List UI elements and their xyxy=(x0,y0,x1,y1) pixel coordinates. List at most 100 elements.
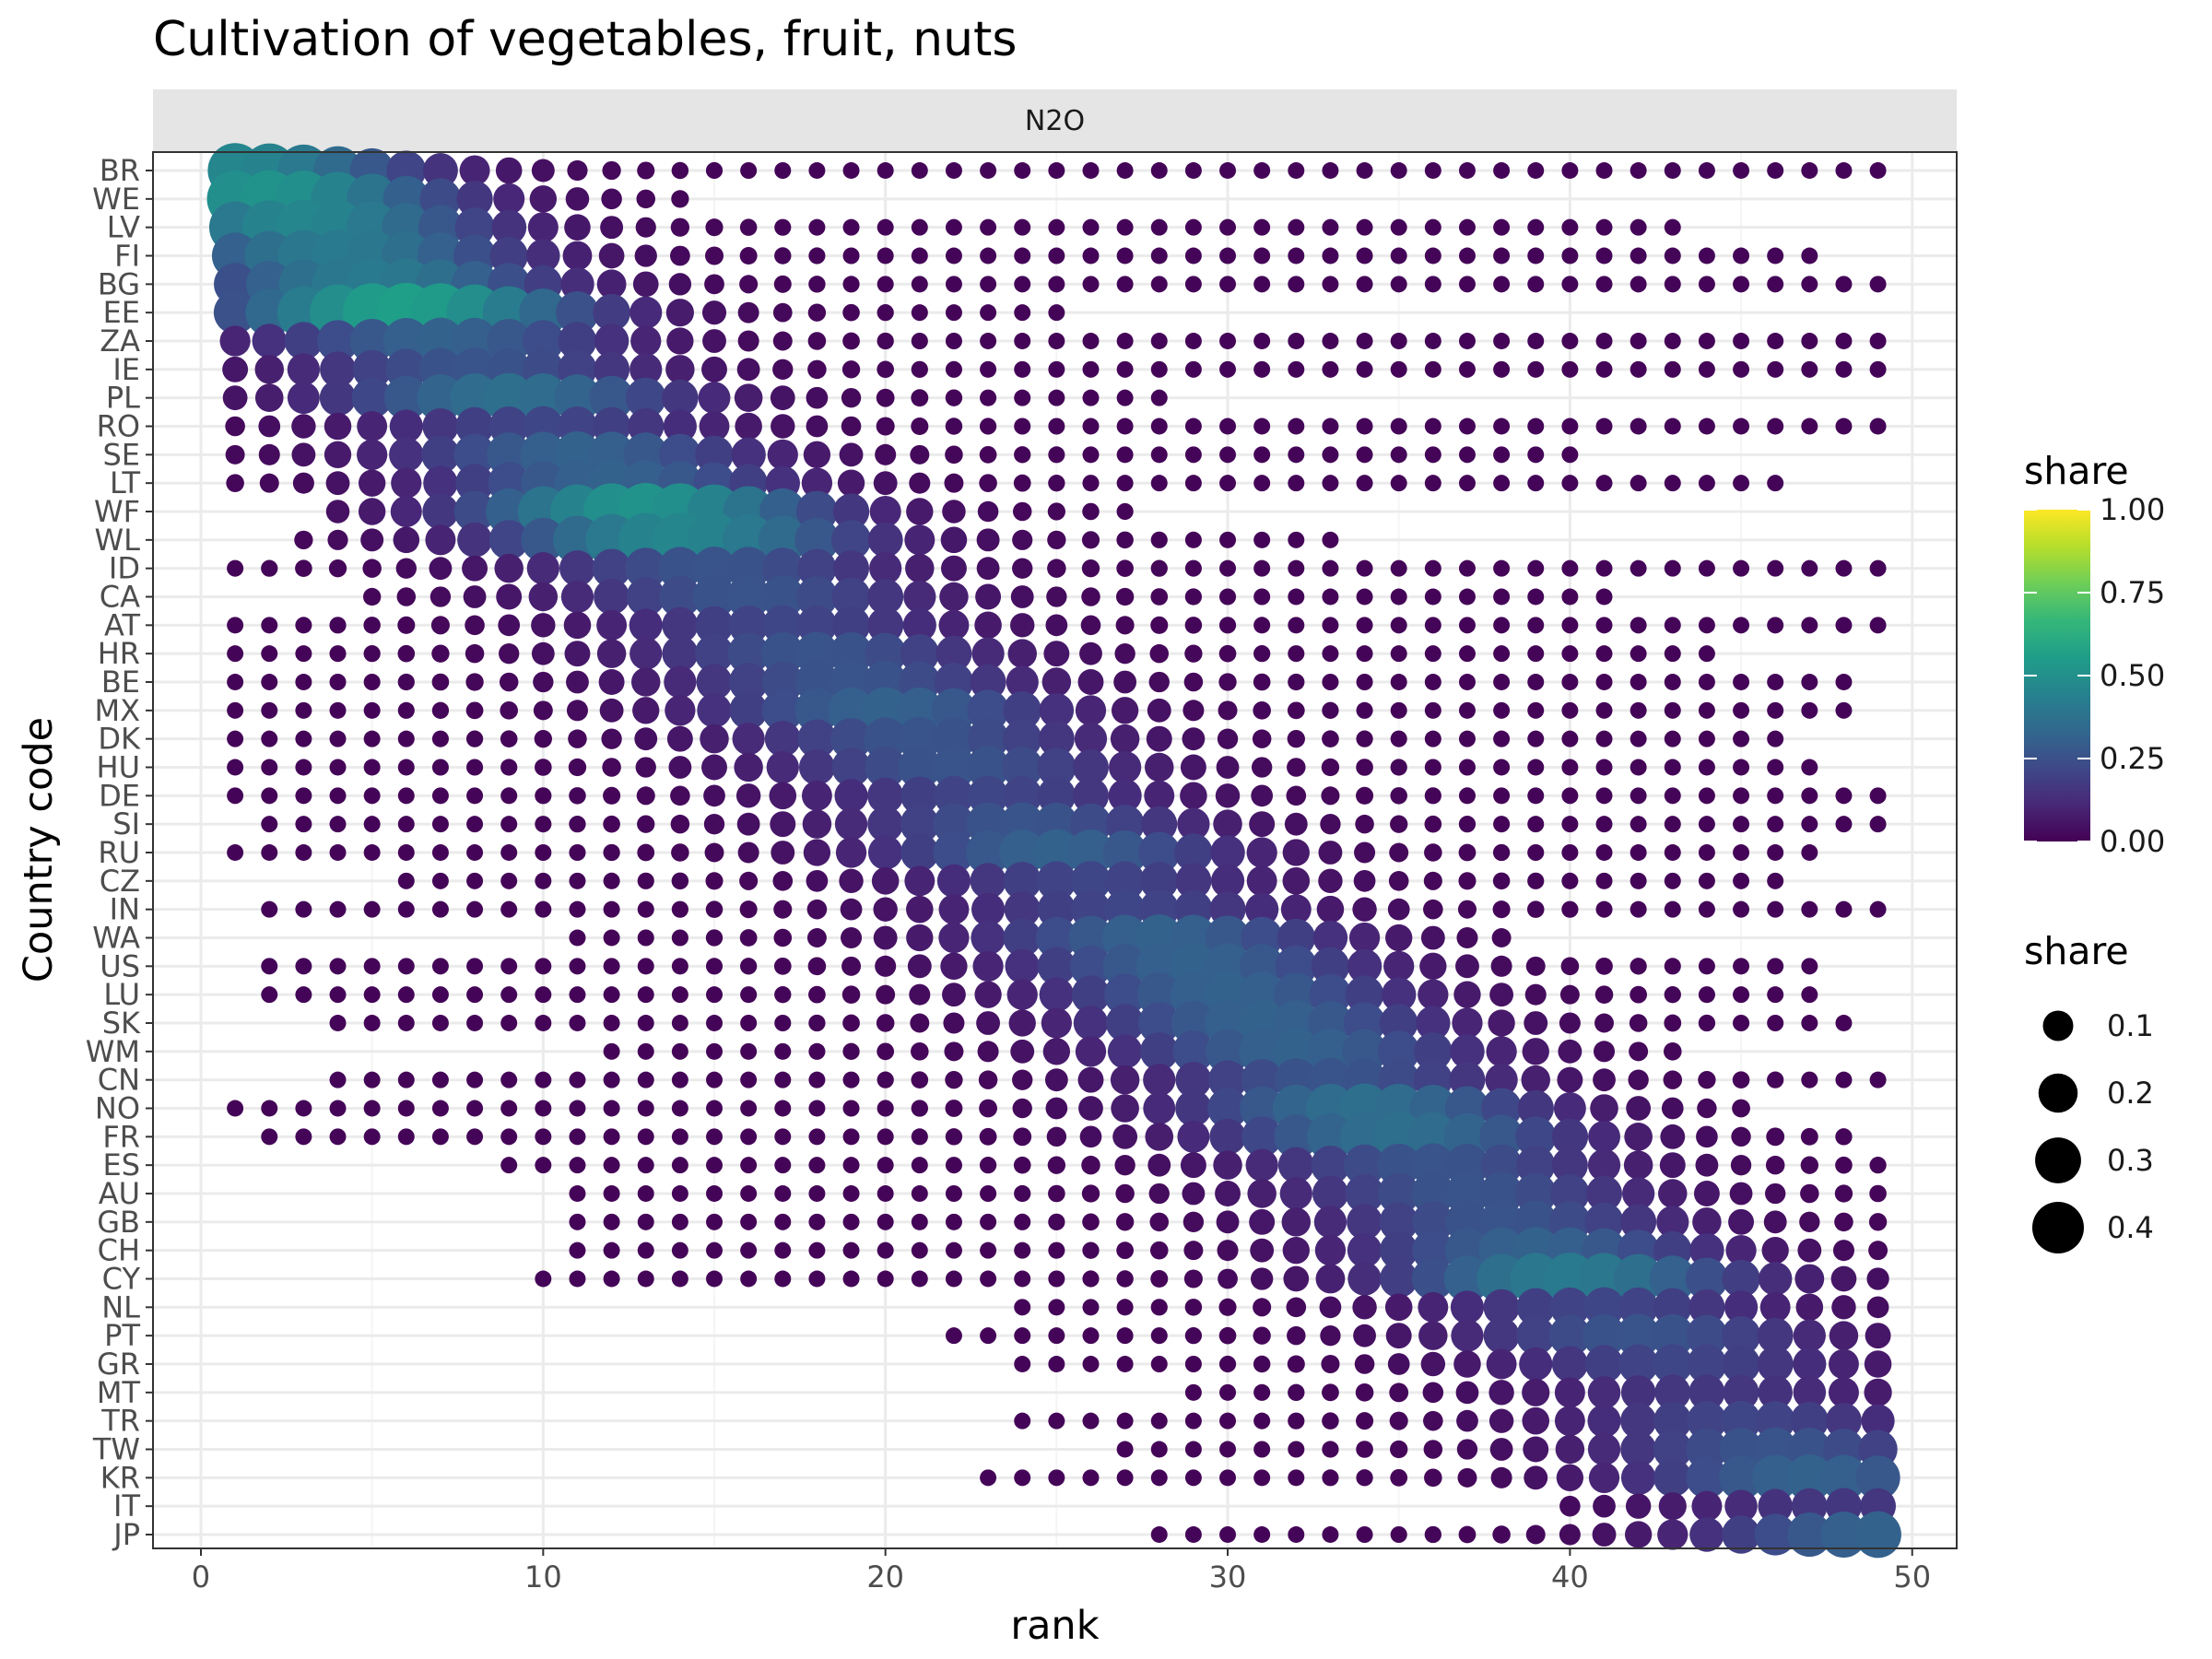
point-br-rank-43 xyxy=(1664,162,1681,179)
point-us-rank-7 xyxy=(431,958,449,975)
point-lu-rank-43 xyxy=(1664,986,1681,1004)
point-si-rank-43 xyxy=(1664,816,1681,833)
point-bg-rank-14 xyxy=(668,273,692,296)
point-lt-rank-38 xyxy=(1493,475,1511,492)
point-hu-rank-41 xyxy=(1595,759,1613,776)
point-se-rank-2 xyxy=(258,443,280,465)
point-si-rank-15 xyxy=(703,813,725,835)
point-ro-rank-36 xyxy=(1424,418,1441,435)
point-br-rank-30 xyxy=(1219,162,1237,179)
point-gb-rank-44 xyxy=(1692,1207,1722,1237)
point-hu-rank-8 xyxy=(466,759,484,776)
point-hu-rank-22 xyxy=(932,745,976,790)
point-se-rank-40 xyxy=(1561,446,1579,464)
point-wf-rank-5 xyxy=(358,498,386,525)
point-id-rank-46 xyxy=(1767,559,1784,577)
point-tw-rank-43 xyxy=(1653,1430,1692,1469)
point-kr-rank-28 xyxy=(1150,1469,1168,1487)
point-id-rank-39 xyxy=(1527,559,1545,577)
point-ro-rank-32 xyxy=(1288,418,1305,435)
point-za-rank-4 xyxy=(316,320,359,362)
point-cz-rank-30 xyxy=(1210,864,1245,898)
point-se-rank-25 xyxy=(1048,446,1065,464)
point-us-rank-47 xyxy=(1801,958,1818,975)
point-id-rank-25 xyxy=(1047,559,1066,578)
point-no-rank-20 xyxy=(877,1100,894,1117)
point-dk-rank-12 xyxy=(601,728,622,749)
point-no-rank-17 xyxy=(774,1100,792,1117)
point-si-rank-42 xyxy=(1630,816,1647,833)
point-fr-rank-22 xyxy=(945,1128,963,1146)
point-sk-rank-6 xyxy=(397,1015,415,1031)
point-de-rank-19 xyxy=(834,779,868,813)
point-ee-rank-16 xyxy=(737,301,759,324)
point-nl-rank-37 xyxy=(1450,1290,1485,1324)
point-cy-rank-31 xyxy=(1250,1267,1274,1290)
point-lu-rank-13 xyxy=(637,986,654,1004)
point-ee-rank-11 xyxy=(556,290,599,335)
point-wl-rank-24 xyxy=(1012,529,1033,550)
point-de-rank-42 xyxy=(1630,787,1647,805)
point-sk-rank-19 xyxy=(842,1014,860,1032)
point-wf-rank-26 xyxy=(1082,502,1100,521)
point-cn-rank-43 xyxy=(1663,1070,1683,1089)
point-lu-rank-26 xyxy=(1071,975,1111,1014)
x-tick-label: 40 xyxy=(1551,1559,1589,1594)
point-lv-rank-22 xyxy=(945,218,962,236)
point-fi-rank-39 xyxy=(1527,247,1545,265)
point-hr-rank-35 xyxy=(1390,645,1407,663)
point-us-rank-37 xyxy=(1455,954,1479,979)
point-gb-rank-19 xyxy=(842,1213,860,1230)
point-gb-rank-25 xyxy=(1048,1213,1065,1230)
point-tr-rank-49 xyxy=(1861,1404,1895,1438)
point-lu-rank-24 xyxy=(1006,979,1038,1010)
point-hu-rank-13 xyxy=(635,757,656,778)
point-lv-rank-20 xyxy=(877,218,894,236)
point-lt-rank-6 xyxy=(391,467,422,499)
point-nl-rank-49 xyxy=(1866,1296,1889,1319)
point-mx-rank-42 xyxy=(1630,701,1647,719)
point-ca-rank-9 xyxy=(496,583,523,610)
point-de-rank-2 xyxy=(261,787,278,805)
point-gb-rank-15 xyxy=(706,1213,723,1230)
point-no-rank-26 xyxy=(1078,1096,1103,1121)
point-dk-rank-19 xyxy=(830,718,873,760)
point-au-rank-21 xyxy=(911,1185,928,1202)
point-be-rank-7 xyxy=(431,673,450,691)
point-gr-rank-32 xyxy=(1287,1355,1305,1373)
point-za-rank-19 xyxy=(842,332,860,350)
point-pl-rank-19 xyxy=(841,387,862,408)
point-fr-rank-7 xyxy=(431,1128,449,1146)
y-tick-label: RO xyxy=(97,409,140,444)
point-tr-rank-26 xyxy=(1082,1412,1100,1430)
point-at-rank-14 xyxy=(662,606,699,643)
point-ro-rank-22 xyxy=(945,418,963,435)
point-cn-rank-46 xyxy=(1767,1071,1784,1088)
point-at-rank-48 xyxy=(1835,617,1853,634)
point-id-rank-9 xyxy=(494,553,524,583)
point-ru-rank-47 xyxy=(1801,844,1818,861)
point-ca-rank-34 xyxy=(1356,588,1373,606)
point-ch-rank-12 xyxy=(603,1241,620,1259)
point-be-rank-25 xyxy=(1041,667,1072,697)
point-dk-rank-13 xyxy=(634,727,658,751)
point-fr-rank-40 xyxy=(1551,1118,1589,1156)
point-br-rank-10 xyxy=(531,159,555,182)
point-at-rank-9 xyxy=(498,614,521,637)
point-us-rank-24 xyxy=(1005,948,1040,984)
point-de-rank-14 xyxy=(670,785,690,806)
point-sk-rank-25 xyxy=(1041,1007,1072,1039)
point-ru-rank-1 xyxy=(227,844,244,861)
point-dk-rank-5 xyxy=(363,730,381,747)
point-cz-rank-37 xyxy=(1458,872,1477,890)
point-sk-rank-47 xyxy=(1801,1015,1818,1031)
point-we-rank-13 xyxy=(636,189,655,209)
point-hu-rank-23 xyxy=(966,746,1010,789)
point-jp-rank-30 xyxy=(1219,1526,1237,1543)
point-se-rank-18 xyxy=(803,441,831,468)
point-tw-rank-38 xyxy=(1489,1438,1513,1461)
point-ie-rank-47 xyxy=(1801,360,1818,378)
point-no-rank-39 xyxy=(1517,1089,1554,1127)
point-za-rank-13 xyxy=(630,325,662,357)
point-tr-rank-42 xyxy=(1620,1403,1657,1440)
